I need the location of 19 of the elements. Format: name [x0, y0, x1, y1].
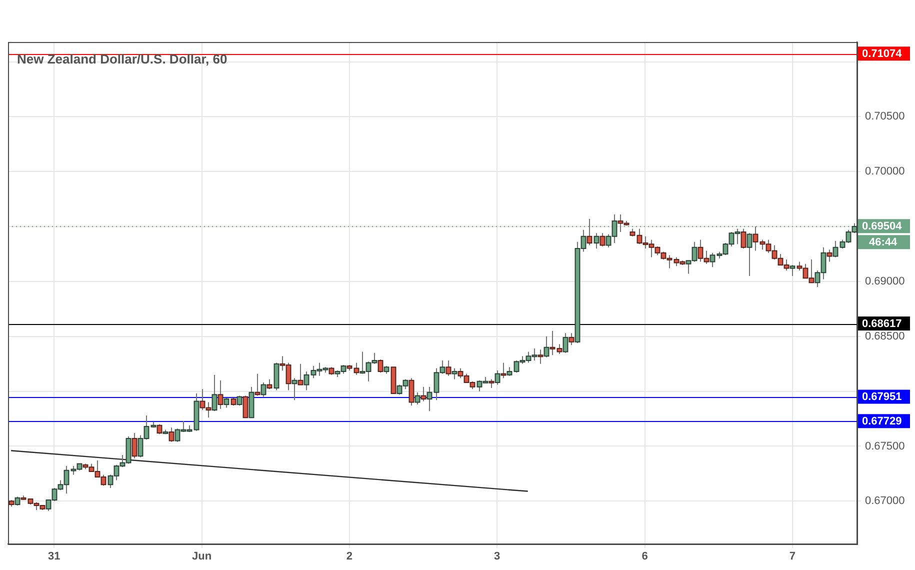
x-tick-label: 2	[346, 550, 353, 563]
ref-line-label: 0.67729	[862, 416, 902, 428]
y-tick-label: 0.67000	[865, 495, 905, 508]
x-tick-label: 7	[789, 550, 796, 563]
y-tick-label: 0.69000	[865, 275, 905, 288]
ref-line-label: 0.71074	[862, 48, 903, 60]
y-tick-label: 0.68500	[865, 330, 905, 342]
x-tick-label: 3	[494, 550, 500, 563]
ref-line-label: 0.67951	[862, 391, 902, 404]
x-tick-label: 31	[48, 550, 60, 563]
y-tick-label: 0.70500	[865, 110, 905, 123]
ref-line-label: 0.68617	[862, 318, 902, 330]
y-tick-label: 0.70000	[865, 166, 905, 178]
x-tick-label: 6	[642, 550, 648, 563]
x-tick-label: Jun	[192, 550, 212, 563]
ref-line-label: 0.69504	[862, 220, 903, 233]
text: New Zealand Dollar/U.S. Dollar, 60	[17, 52, 228, 67]
y-tick-label: 0.67500	[865, 440, 905, 452]
text: 46:44	[869, 236, 898, 249]
